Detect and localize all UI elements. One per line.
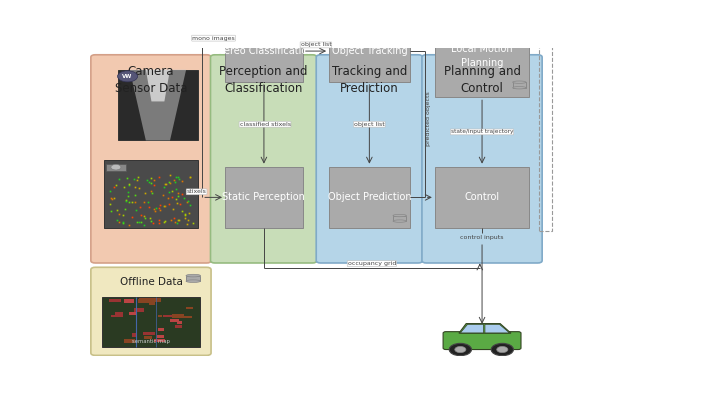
Ellipse shape: [393, 220, 406, 222]
Ellipse shape: [513, 86, 526, 89]
Bar: [186, 276, 200, 281]
Bar: [158, 315, 162, 317]
Text: Stereo Classification: Stereo Classification: [214, 46, 314, 56]
Text: Planning and
Control: Planning and Control: [444, 65, 521, 95]
Bar: [329, 20, 410, 82]
Text: Tracking and
Prediction: Tracking and Prediction: [332, 65, 407, 95]
Text: Object Tracking: Object Tracking: [332, 46, 407, 56]
Text: Offline Data: Offline Data: [119, 278, 182, 288]
FancyBboxPatch shape: [443, 332, 521, 350]
Bar: [150, 298, 162, 302]
Bar: [115, 312, 123, 317]
Text: Perception and
Classification: Perception and Classification: [220, 65, 308, 95]
Text: object list: object list: [301, 42, 331, 48]
FancyBboxPatch shape: [91, 55, 211, 263]
Bar: [435, 166, 529, 228]
Polygon shape: [485, 324, 510, 333]
Bar: [106, 164, 126, 171]
Circle shape: [111, 164, 121, 170]
Bar: [102, 298, 200, 347]
Text: object list: object list: [354, 122, 385, 127]
Bar: [225, 166, 303, 228]
Bar: [513, 82, 526, 88]
Bar: [225, 20, 303, 82]
Polygon shape: [146, 70, 170, 102]
Bar: [144, 332, 155, 335]
Polygon shape: [460, 324, 483, 333]
Text: Object Prediction: Object Prediction: [327, 192, 411, 202]
Text: mono images: mono images: [192, 36, 235, 41]
Bar: [163, 315, 174, 317]
Bar: [435, 14, 529, 97]
Polygon shape: [130, 70, 186, 140]
Bar: [158, 328, 164, 331]
Ellipse shape: [186, 280, 200, 282]
FancyBboxPatch shape: [210, 55, 317, 263]
Text: Static Perception: Static Perception: [223, 192, 305, 202]
Ellipse shape: [186, 274, 200, 277]
Bar: [393, 216, 406, 221]
Bar: [175, 325, 182, 328]
Circle shape: [449, 343, 472, 356]
Bar: [186, 307, 193, 309]
Bar: [109, 299, 121, 302]
Text: occupancy grid: occupancy grid: [348, 261, 396, 266]
Text: semantic map: semantic map: [132, 339, 170, 344]
Circle shape: [118, 71, 138, 82]
Ellipse shape: [513, 81, 526, 83]
FancyBboxPatch shape: [422, 55, 542, 263]
Bar: [139, 298, 150, 302]
Text: state/input trajectory: state/input trajectory: [451, 130, 513, 134]
Bar: [149, 302, 155, 304]
Text: predicted objects: predicted objects: [426, 91, 432, 146]
Bar: [329, 166, 410, 228]
FancyBboxPatch shape: [316, 55, 422, 263]
Bar: [154, 339, 165, 342]
Bar: [180, 316, 192, 318]
Text: stixels: stixels: [187, 189, 207, 194]
Circle shape: [491, 343, 513, 356]
Bar: [134, 308, 144, 312]
Polygon shape: [459, 324, 511, 333]
Bar: [131, 334, 136, 336]
Bar: [118, 70, 198, 140]
Bar: [129, 312, 136, 315]
Bar: [138, 299, 149, 303]
Text: classified stixels: classified stixels: [240, 122, 291, 127]
Circle shape: [454, 346, 466, 353]
FancyBboxPatch shape: [91, 267, 211, 355]
Bar: [103, 160, 198, 228]
Bar: [539, 12, 551, 231]
Bar: [123, 340, 135, 344]
Circle shape: [497, 346, 508, 353]
Bar: [177, 321, 182, 324]
Bar: [111, 316, 117, 318]
Text: Control: Control: [465, 192, 500, 202]
Ellipse shape: [393, 214, 406, 217]
Bar: [172, 314, 184, 318]
Text: VW: VW: [122, 74, 133, 79]
Text: Local Motion
Planning: Local Motion Planning: [451, 44, 513, 68]
Bar: [157, 335, 164, 338]
Bar: [144, 336, 152, 339]
Text: Camera
Sensor Data: Camera Sensor Data: [115, 65, 187, 95]
Text: control inputs: control inputs: [460, 235, 504, 240]
Bar: [124, 299, 134, 303]
Bar: [170, 319, 179, 322]
